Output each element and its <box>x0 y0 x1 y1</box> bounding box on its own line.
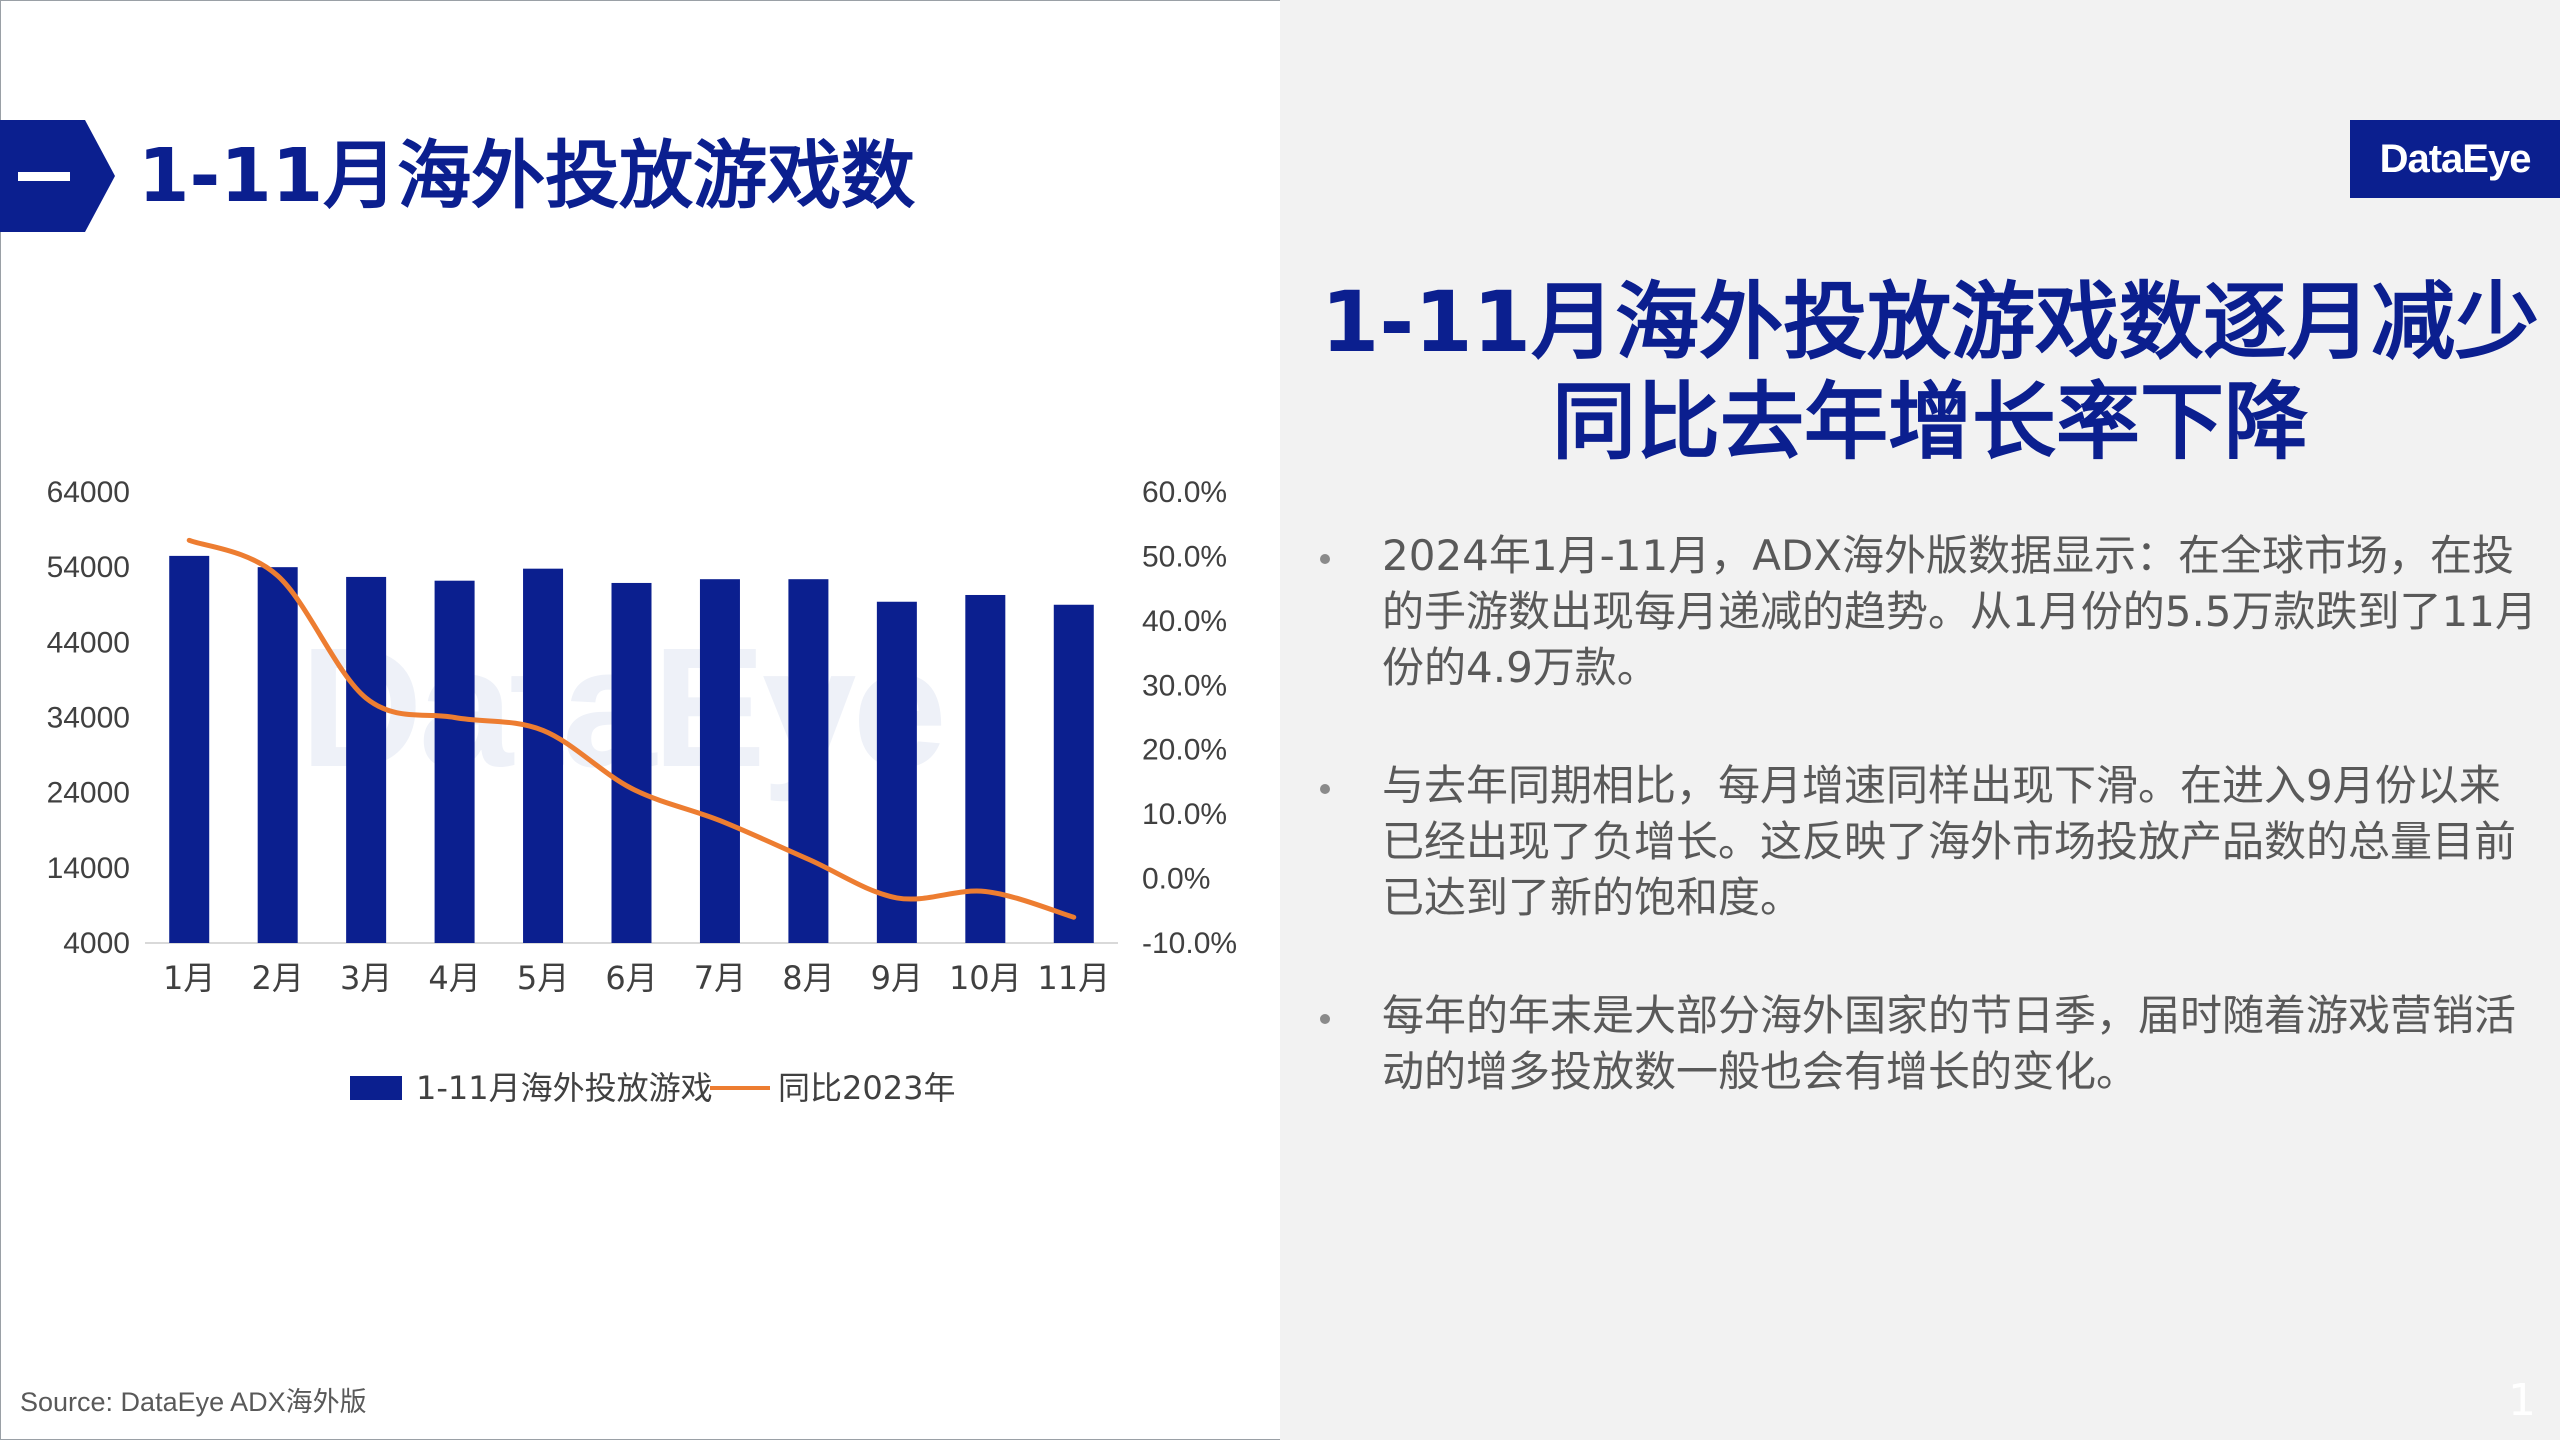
section-title: 1-11月海外投放游戏数 <box>138 133 916 219</box>
bar <box>965 594 1006 943</box>
chart-area: DataEye 64000540004400034000240001400040… <box>0 440 1280 1140</box>
y-right-tick-label: 30.0% <box>1142 669 1227 702</box>
x-tick-label: 1月 <box>163 959 215 997</box>
y-left-tick-label: 34000 <box>47 702 130 735</box>
y-right-tick-label: 60.0% <box>1142 476 1227 509</box>
bullet-item: 2024年1月-11月，ADX海外版数据显示：在全球市场，在投的手游数出现每月递… <box>1320 528 2540 696</box>
x-tick-label: 11月 <box>1037 959 1110 997</box>
bar <box>169 555 210 943</box>
x-tick-label: 2月 <box>251 959 303 997</box>
y-left-tick-label: 44000 <box>47 626 130 659</box>
bar <box>346 576 387 943</box>
bar <box>876 601 917 943</box>
x-tick-label: 4月 <box>428 959 480 997</box>
page-number: 1 <box>2508 1375 2536 1426</box>
bar <box>611 582 652 943</box>
combo-chart: 64000 54000 44000 34000 24000 14000 4000 60.0% 5… <box>47 476 1238 1107</box>
bar <box>1053 604 1094 943</box>
dataeye-logo: DataEye <box>2350 120 2560 198</box>
y-left-tick-label: 24000 <box>47 777 130 810</box>
bullet-item: 每年的年末是大部分海外国家的节日季，届时随着游戏营销活动的增多投放数一般也会有增… <box>1320 988 2540 1100</box>
bullet-item: 与去年同期相比，每月增速同样出现下滑。在进入9月份以来已经出现了负增长。这反映了… <box>1320 758 2540 926</box>
y-left-tick-label: 4000 <box>63 927 130 960</box>
bar <box>523 568 564 943</box>
y-right-tick-label: 0.0% <box>1142 863 1210 896</box>
legend-bar-swatch <box>350 1076 402 1100</box>
headline-line-1: 1-11月海外投放游戏数逐月减少 <box>1320 273 2540 371</box>
legend-bar-label: 1-11月海外投放游戏 <box>416 1069 713 1107</box>
section-tab <box>0 120 115 232</box>
bullet-text: 每年的年末是大部分海外国家的节日季，届时随着游戏营销活动的增多投放数一般也会有增… <box>1382 991 2517 1096</box>
y-right-tick-label: 40.0% <box>1142 605 1227 638</box>
y-left-tick-label: 14000 <box>47 852 130 885</box>
x-tick-label: 7月 <box>694 959 746 997</box>
bullet-dot-icon <box>1320 554 1330 564</box>
x-tick-label: 10月 <box>949 959 1022 997</box>
y-left-tick-label: 54000 <box>47 551 130 584</box>
y-left-tick-label: 64000 <box>47 476 130 509</box>
bullet-dot-icon <box>1320 1014 1330 1024</box>
bullet-dot-icon <box>1320 784 1330 794</box>
bar <box>257 567 298 943</box>
bar <box>699 579 740 943</box>
source-note: Source: DataEye ADX海外版 <box>20 1387 367 1417</box>
x-tick-label: 9月 <box>871 959 923 997</box>
y-right-tick-label: 20.0% <box>1142 734 1227 767</box>
headline-line-2: 同比去年增长率下降 <box>1551 373 2308 471</box>
right-panel <box>1280 0 2560 1440</box>
x-tick-label: 5月 <box>517 959 569 997</box>
x-tick-label: 6月 <box>605 959 657 997</box>
bullet-text: 2024年1月-11月，ADX海外版数据显示：在全球市场，在投的手游数出现每月递… <box>1382 531 2537 692</box>
section-header: 1-11月海外投放游戏数 <box>0 120 1000 232</box>
y-right-tick-label: 10.0% <box>1142 798 1227 831</box>
x-tick-label: 3月 <box>340 959 392 997</box>
bar <box>788 579 829 943</box>
bullet-list: 2024年1月-11月，ADX海外版数据显示：在全球市场，在投的手游数出现每月递… <box>1320 528 2540 1162</box>
yoy-line <box>186 537 1077 920</box>
x-tick-label: 8月 <box>782 959 834 997</box>
legend-line-label: 同比2023年 <box>778 1069 955 1107</box>
bar <box>434 580 475 943</box>
y-right-tick-label: -10.0% <box>1142 927 1237 960</box>
dash-icon <box>18 172 70 181</box>
bullet-text: 与去年同期相比，每月增速同样出现下滑。在进入9月份以来已经出现了负增长。这反映了… <box>1382 761 2517 922</box>
y-right-tick-label: 50.0% <box>1142 540 1227 573</box>
headline: 1-11月海外投放游戏数逐月减少 同比去年增长率下降 <box>1300 272 2560 472</box>
